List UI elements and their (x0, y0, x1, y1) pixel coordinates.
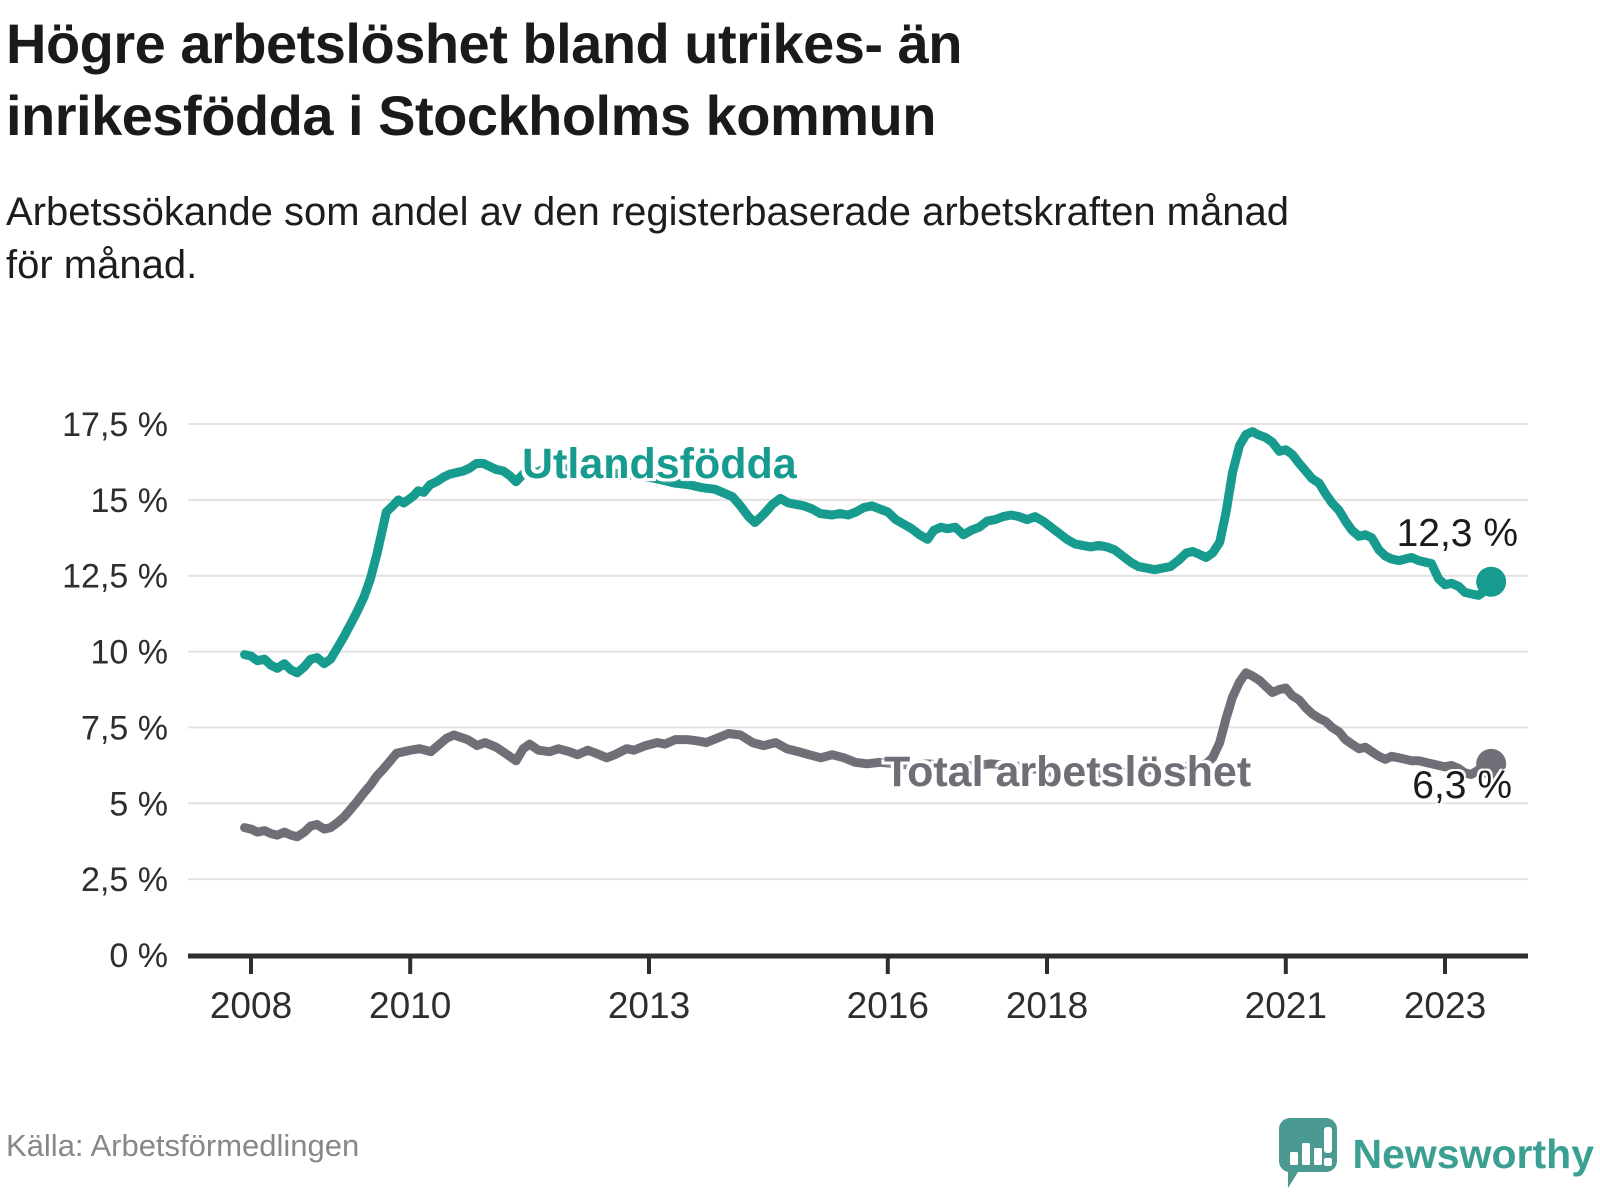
newsworthy-logo-icon (1278, 1118, 1337, 1188)
y-tick-label: 0 % (109, 937, 168, 975)
series-line-utlandsfodda (240, 427, 1496, 678)
source-note: Källa: Arbetsförmedlingen (6, 1128, 360, 1163)
brand-logo: Newsworthy (1277, 1116, 1595, 1190)
title-line-2: inrikesfödda i Stockholms kommun (6, 83, 936, 147)
y-tick-label: 17,5 % (62, 406, 168, 444)
end-value-total-arbetsloshet: 6,3 % (1412, 764, 1512, 807)
y-tick-label: 12,5 % (62, 558, 168, 596)
x-tick-label: 2018 (1006, 985, 1088, 1026)
x-tick-label: 2010 (369, 985, 451, 1026)
subtitle-line-1: Arbetssökande som andel av den registerb… (6, 190, 1289, 234)
y-tick-label: 5 % (109, 785, 168, 823)
x-tick-label: 2023 (1404, 985, 1486, 1026)
y-tick-label: 10 % (91, 634, 169, 672)
page-title: Högre arbetslöshet bland utrikes- än inr… (6, 8, 1566, 151)
x-tick-label: 2016 (847, 985, 929, 1026)
series-label-utlandsfodda: Utlandsfödda (522, 440, 797, 488)
series-label-total-arbetsloshet: Total arbetslöshet (884, 748, 1252, 796)
title-line-1: Högre arbetslöshet bland utrikes- än (6, 12, 962, 75)
series-line-total-arbetsloshet (240, 668, 1496, 842)
brand-name: Newsworthy (1352, 1130, 1595, 1177)
end-dot-total-arbetsloshet (1476, 748, 1507, 779)
end-dot-utlandsfodda (1476, 566, 1507, 597)
y-tick-label: 15 % (91, 482, 169, 520)
end-value-utlandsfodda: 12,3 % (1396, 512, 1518, 555)
chart-subtitle: Arbetssökande som andel av den registerb… (6, 186, 1586, 292)
y-tick-label: 2,5 % (81, 861, 168, 899)
y-tick-label: 7,5 % (81, 709, 168, 747)
subtitle-line-2: för månad. (6, 243, 198, 288)
x-tick-label: 2021 (1245, 985, 1327, 1026)
x-tick-label: 2008 (210, 985, 292, 1026)
x-tick-label: 2013 (608, 985, 690, 1026)
